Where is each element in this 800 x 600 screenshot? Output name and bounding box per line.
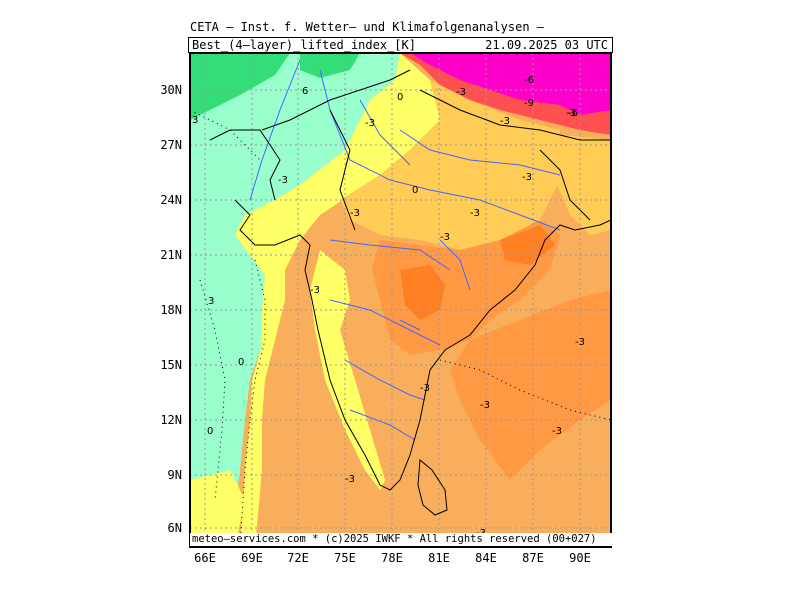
graticule [190, 53, 611, 547]
parameter-box: Best_(4–layer)_lifted_index_[K] 21.09.20… [188, 37, 613, 53]
contour-label: -6 [568, 108, 578, 119]
contour-label: -3 [278, 175, 288, 186]
coastlines [209, 69, 611, 516]
lat-tick: 15N [160, 358, 182, 372]
contour-label: -3 [552, 426, 562, 437]
lon-tick: 81E [428, 551, 450, 565]
map-frame [189, 52, 612, 548]
field-ne-neutral [555, 135, 611, 235]
contour-label: -3 [310, 285, 320, 296]
lon-tick: 66E [194, 551, 216, 565]
contour-label: -3 [500, 116, 510, 127]
lon-tick: 78E [381, 551, 403, 565]
contour-label: 0 [412, 185, 419, 196]
contour-label: -3 [522, 172, 532, 183]
lat-tick: 6N [167, 521, 182, 535]
contour-label: 3 [192, 115, 199, 126]
lat-tick: 27N [160, 138, 182, 152]
contour-label: 3 [208, 296, 215, 307]
parameter-label: Best_(4–layer)_lifted_index_[K] [192, 38, 416, 52]
lat-tick: 24N [160, 193, 182, 207]
field-weak-unstable [340, 80, 560, 250]
field-neutral-peninsula [310, 250, 385, 490]
map-fields [190, 53, 611, 547]
contour-label: -6 [524, 75, 534, 86]
contour-label: 6 [302, 86, 309, 97]
valid-time: 21.09.2025 03 UTC [485, 38, 608, 52]
header-title: CETA – Inst. f. Wetter– und Klimafolgena… [190, 20, 545, 34]
contour-label: -3 [456, 87, 466, 98]
contour-label: -3 [365, 118, 375, 129]
contour-label: -3 [420, 383, 430, 394]
field-very-stable [190, 53, 290, 120]
footer-credit: meteo–services.com * (c)2025 IWKF * All … [190, 533, 612, 546]
lon-tick: 84E [475, 551, 497, 565]
lat-tick: 12N [160, 413, 182, 427]
field-stable-west [190, 53, 400, 547]
contour-label: -9 [524, 98, 534, 109]
lon-tick: 75E [334, 551, 356, 565]
field-bay-unstable [450, 290, 611, 480]
contour-label: 0 [397, 92, 404, 103]
lat-tick: 30N [160, 83, 182, 97]
contour-label: 0 [207, 426, 214, 437]
contour-label: -3 [470, 208, 480, 219]
field-neutral [235, 53, 440, 547]
rivers [249, 59, 561, 441]
lat-tick: 18N [160, 303, 182, 317]
contour-label: -3 [480, 400, 490, 411]
contour-label: -3 [575, 337, 585, 348]
contour-label: -3 [566, 108, 576, 119]
field-extreme-unstable [410, 53, 611, 115]
contour-label: 0 [238, 357, 245, 368]
lat-tick: 21N [160, 248, 182, 262]
field-strong-unstable [400, 265, 445, 320]
lon-tick: 69E [241, 551, 263, 565]
lon-tick: 72E [287, 551, 309, 565]
lat-tick: 9N [167, 468, 182, 482]
contour-label: -3 [345, 474, 355, 485]
contour-lines [190, 109, 611, 547]
lon-tick: 90E [569, 551, 591, 565]
lon-tick: 87E [522, 551, 544, 565]
contour-label: -3 [350, 208, 360, 219]
contour-label: -3 [440, 232, 450, 243]
